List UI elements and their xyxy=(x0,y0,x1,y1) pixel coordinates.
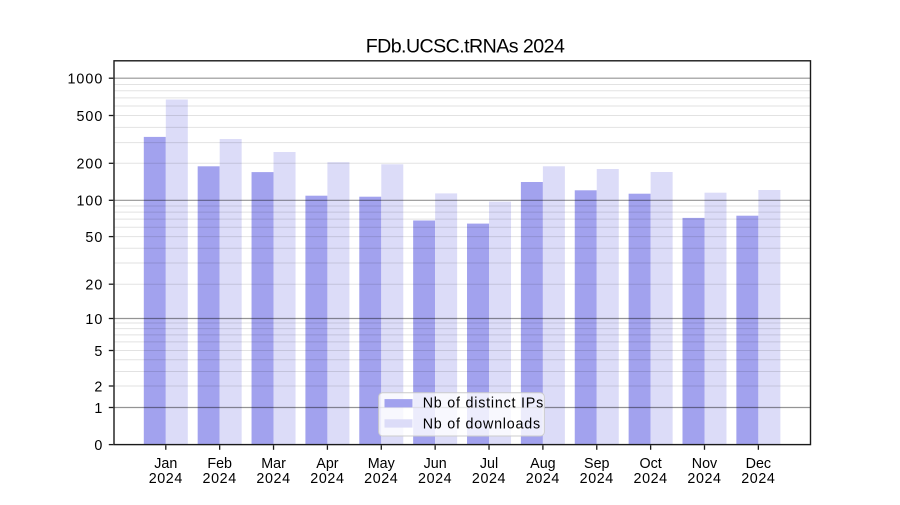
svg-text:200: 200 xyxy=(76,157,103,173)
svg-text:Jul: Jul xyxy=(480,456,498,472)
svg-text:5: 5 xyxy=(94,344,103,360)
svg-text:Jun: Jun xyxy=(424,456,447,472)
svg-text:Sep: Sep xyxy=(584,456,609,472)
svg-text:Nov: Nov xyxy=(692,456,718,472)
svg-text:Nb of distinct IPs: Nb of distinct IPs xyxy=(423,395,544,411)
svg-text:2024: 2024 xyxy=(687,471,721,487)
svg-text:FDb.UCSC.tRNAs 2024: FDb.UCSC.tRNAs 2024 xyxy=(366,36,565,58)
svg-text:Nb of downloads: Nb of downloads xyxy=(423,416,541,432)
svg-text:Apr: Apr xyxy=(316,456,338,472)
svg-text:100: 100 xyxy=(76,194,103,210)
svg-text:2024: 2024 xyxy=(472,471,506,487)
svg-text:2: 2 xyxy=(94,379,103,395)
svg-text:Dec: Dec xyxy=(746,456,771,472)
svg-text:2024: 2024 xyxy=(741,471,775,487)
svg-text:Oct: Oct xyxy=(640,456,662,472)
svg-text:2024: 2024 xyxy=(418,471,452,487)
svg-text:May: May xyxy=(368,456,396,472)
svg-text:1: 1 xyxy=(94,401,103,417)
svg-text:2024: 2024 xyxy=(149,471,183,487)
svg-text:2024: 2024 xyxy=(256,471,290,487)
svg-text:2024: 2024 xyxy=(634,471,668,487)
svg-text:20: 20 xyxy=(85,278,103,294)
svg-text:500: 500 xyxy=(76,109,103,125)
svg-text:2024: 2024 xyxy=(364,471,398,487)
svg-text:2024: 2024 xyxy=(203,471,237,487)
svg-text:1000: 1000 xyxy=(67,72,103,88)
svg-text:Feb: Feb xyxy=(207,456,232,472)
svg-text:2024: 2024 xyxy=(526,471,560,487)
svg-text:Mar: Mar xyxy=(261,456,286,472)
svg-text:2024: 2024 xyxy=(310,471,344,487)
svg-text:10: 10 xyxy=(85,312,103,328)
svg-text:50: 50 xyxy=(85,230,103,246)
svg-text:Jan: Jan xyxy=(154,456,177,472)
svg-text:Aug: Aug xyxy=(530,456,555,472)
svg-text:2024: 2024 xyxy=(580,471,614,487)
svg-text:0: 0 xyxy=(94,438,103,454)
